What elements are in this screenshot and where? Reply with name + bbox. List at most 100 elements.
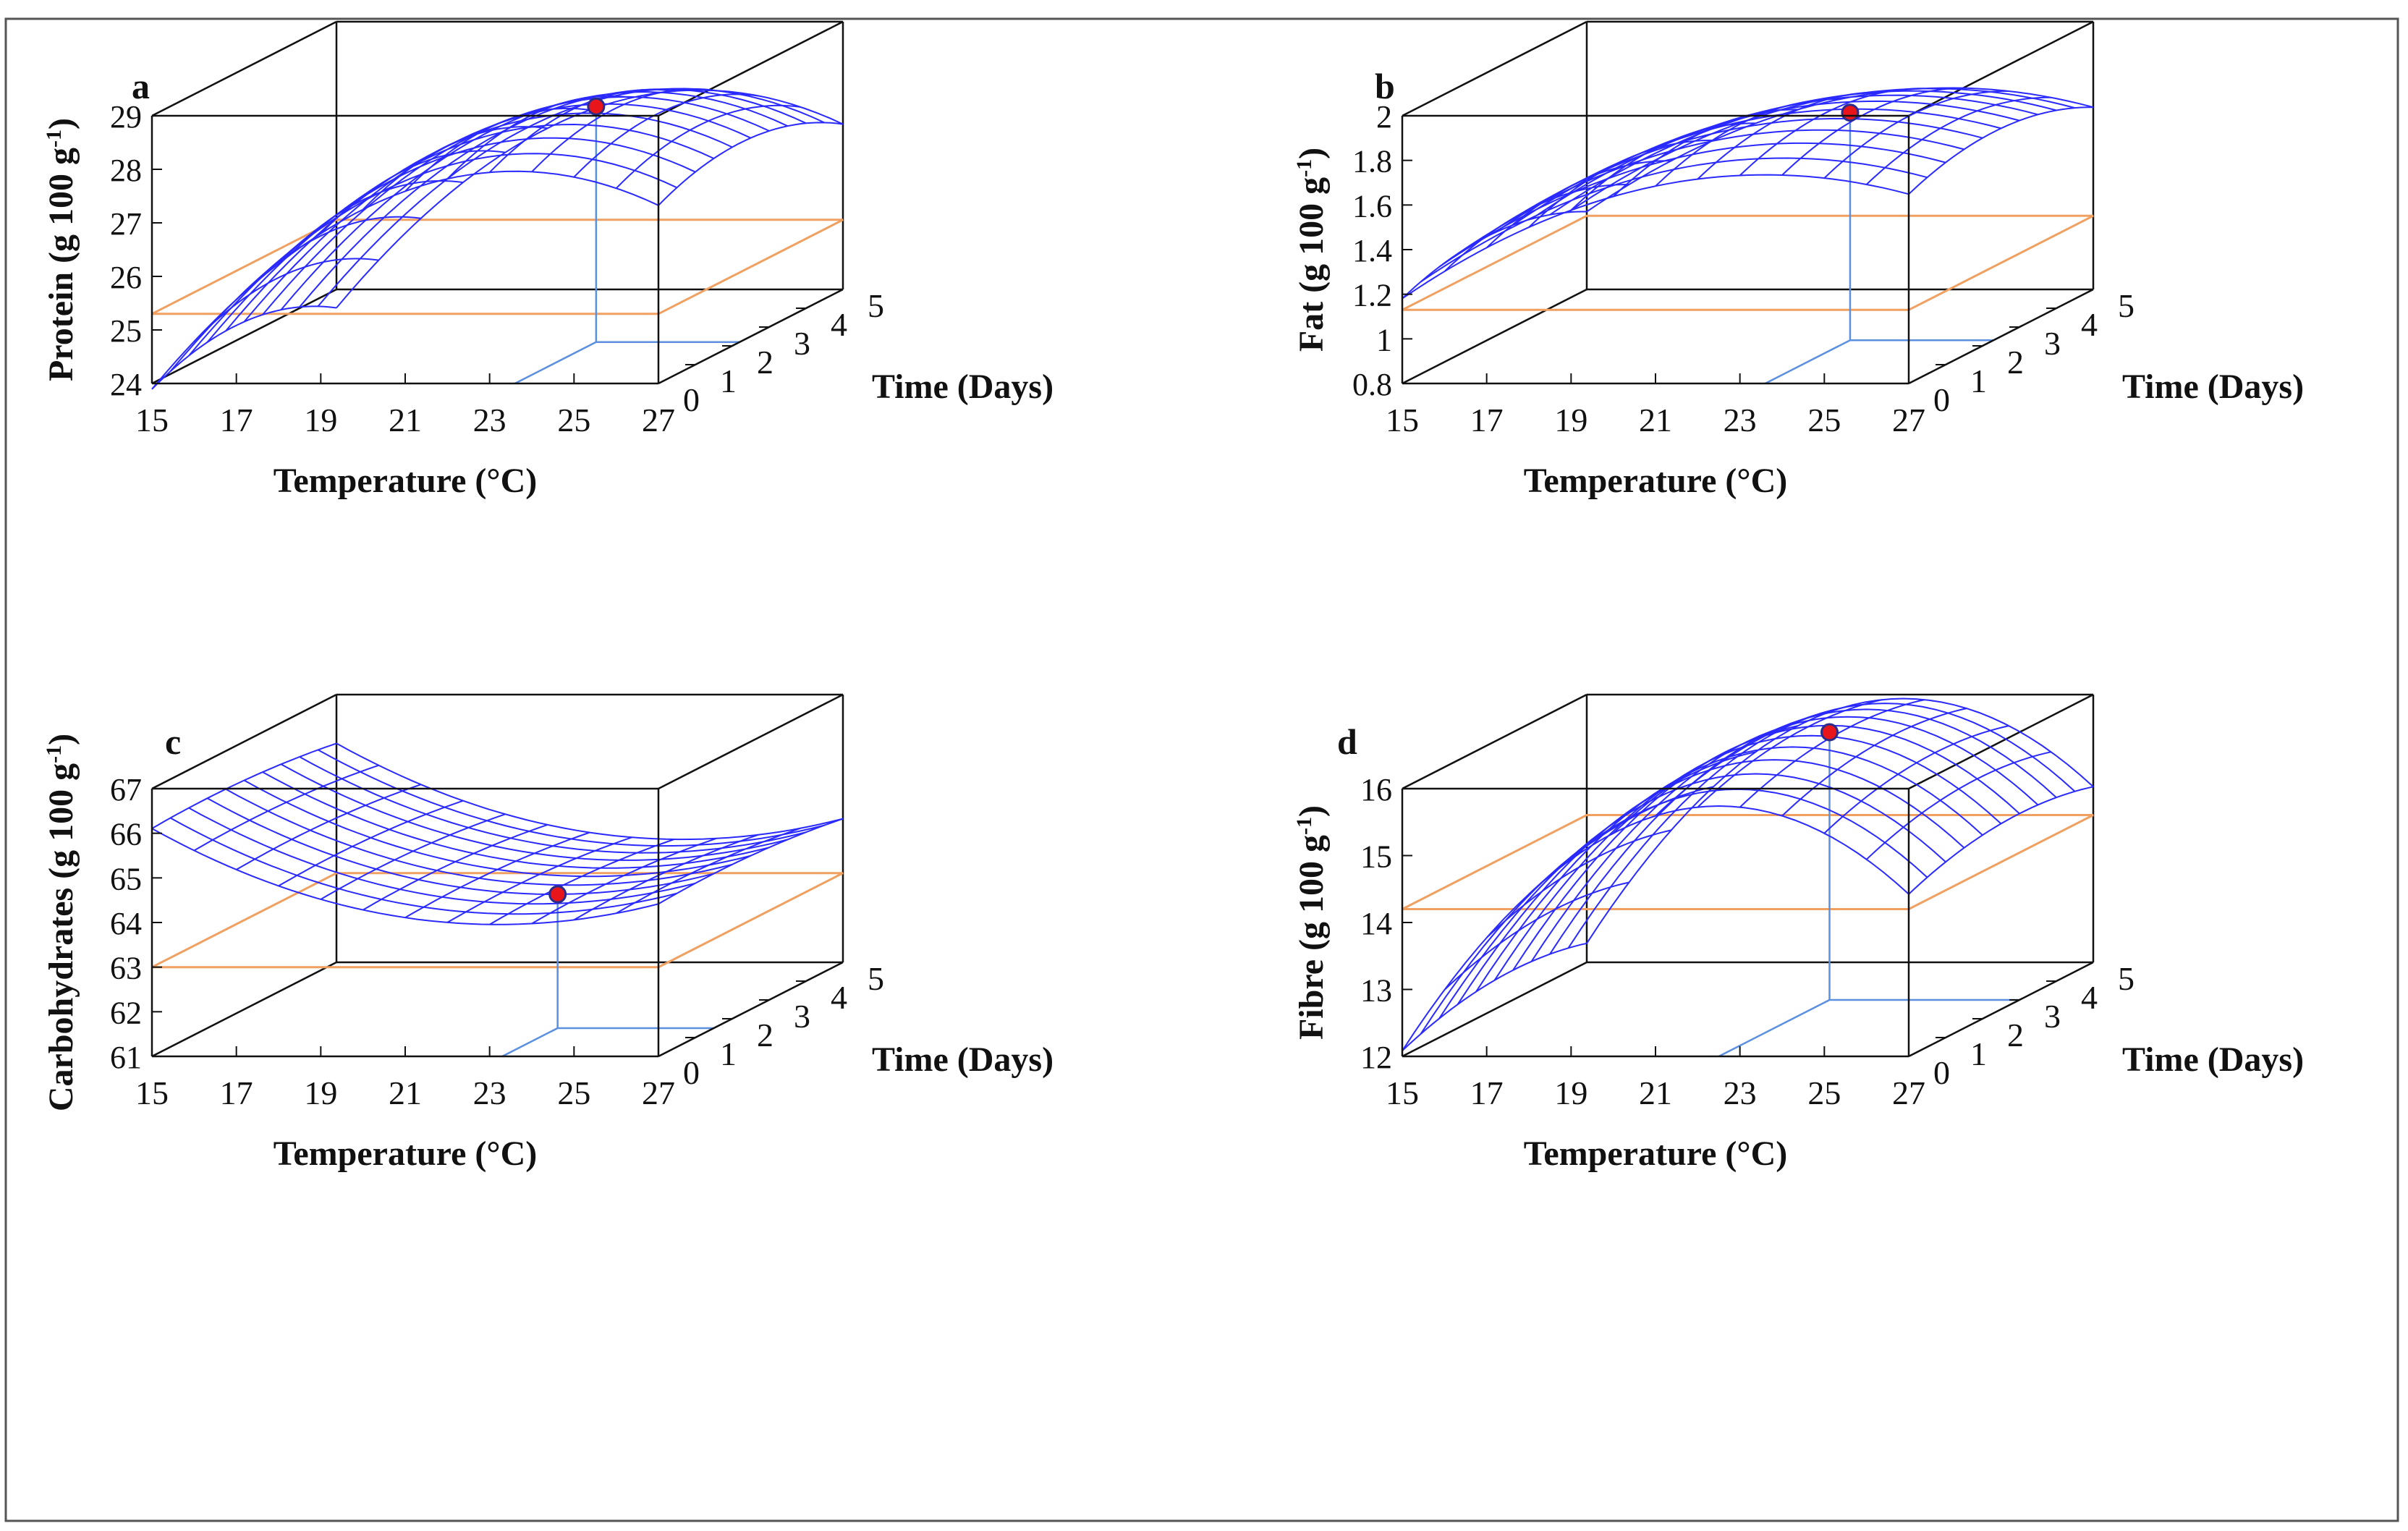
surface-mesh-line-time	[225, 112, 733, 332]
time-axis-title: Time (Days)	[2122, 368, 2304, 406]
surface-mesh-line-temperature	[446, 95, 632, 179]
optimum-drop-temperature	[1765, 339, 1851, 385]
z-tick-label: 29	[110, 99, 142, 135]
x-tick-label: 19	[1554, 402, 1587, 438]
surface-mesh-line-time	[1438, 142, 1946, 268]
t-tick-label: 1	[1970, 362, 1987, 399]
surface-mesh-line-time	[169, 153, 677, 372]
box-edge-floor-right	[658, 288, 844, 385]
box-edge-floor-left	[151, 288, 337, 385]
surface-mesh-line-time	[336, 742, 844, 841]
x-tick-label: 17	[220, 402, 253, 438]
z-tick-label: 14	[1360, 906, 1392, 941]
surface-mesh-line-temperature	[1402, 942, 1587, 1052]
x-tick-label: 21	[1639, 1074, 1672, 1111]
t-tick-label: 3	[2044, 325, 2061, 362]
surface-mesh-line-time	[1438, 773, 1946, 1019]
surface-mesh-line-time	[188, 807, 696, 905]
t-tick-label: 3	[2044, 998, 2061, 1035]
x-tick-label: 21	[389, 402, 422, 438]
x-tick-label: 23	[473, 1074, 506, 1111]
box-edge-top-right	[1908, 20, 2094, 117]
x-tick-label: 15	[135, 402, 169, 438]
reference-plane	[1402, 214, 2094, 311]
z-tick-label: 12	[1360, 1040, 1392, 1075]
x-tick-label: 15	[1386, 1074, 1419, 1111]
x-tick-label: 27	[642, 402, 675, 438]
surface-mesh-line-temperature	[1908, 106, 2093, 195]
surface-mesh-line-temperature	[1697, 699, 1883, 808]
t-tick-label: 5	[2118, 287, 2134, 324]
panel-label-d: d	[1337, 721, 1357, 762]
surface-mesh-line-temperature	[446, 836, 632, 923]
z-tick-label: 65	[110, 861, 142, 896]
t-tick-label: 1	[720, 362, 737, 399]
surface-mesh-line-time	[1530, 716, 2039, 962]
surface-mesh-line-time	[225, 788, 733, 886]
z-tick-label: 24	[110, 367, 142, 402]
surface-mesh-line-time	[1420, 788, 1928, 1035]
surface-mesh-line-temperature	[658, 122, 844, 206]
box-edge-top-right	[658, 693, 844, 790]
surface-mesh-line-temperature	[1697, 91, 1883, 180]
x-tick-label: 27	[642, 1074, 675, 1111]
z-tick-label: 1.8	[1352, 144, 1392, 179]
surface-mesh-line-time	[188, 137, 696, 357]
surface-mesh-line-temperature	[320, 813, 506, 900]
surface-mesh-line-time	[1549, 708, 2057, 955]
surface-mesh-line-temperature	[1486, 160, 1671, 249]
t-tick-label: 5	[2118, 960, 2134, 997]
x-tick-label: 19	[1554, 1074, 1587, 1111]
x-tick-label: 25	[1807, 1074, 1841, 1111]
x-tick-label: 27	[1892, 402, 1925, 438]
t-tick-label: 0	[1933, 1054, 1950, 1091]
box-edge-floor-right	[658, 961, 844, 1058]
panel-label-b: b	[1375, 66, 1395, 106]
t-tick-label: 2	[2007, 1017, 2024, 1053]
panel-a: a 15 17 19 21 23 25 27012345242526272829Temper…	[42, 20, 1054, 500]
z-axis-title: Fibre (g 100 g-1)	[1292, 805, 1331, 1040]
optimum-marker	[1820, 723, 1839, 742]
t-tick-label: 0	[1933, 381, 1950, 418]
surface-mesh-line-temperature	[236, 784, 422, 870]
x-tick-label: 23	[1724, 402, 1757, 438]
t-tick-label: 3	[794, 325, 810, 362]
x-tick-label: 25	[557, 1074, 590, 1111]
t-tick-label: 0	[683, 381, 700, 418]
surface-mesh-line-time	[1420, 157, 1928, 283]
t-tick-label: 3	[794, 998, 810, 1035]
surface-mesh-line-time	[1493, 108, 2001, 234]
surface-mesh-line-temperature	[362, 126, 548, 211]
optimum-drop-temperature	[501, 1027, 559, 1058]
surface-mesh-line-temperature	[363, 823, 548, 911]
box-edge-top-right	[1908, 693, 2094, 790]
surface-mesh-line-time	[1402, 174, 1909, 300]
box-edge-top-left	[1402, 20, 1587, 117]
optimum-drop-temperature	[514, 341, 597, 385]
surface-mesh-line-time	[299, 756, 807, 854]
t-tick-label: 5	[868, 960, 884, 997]
surface-mesh-line-temperature	[531, 88, 717, 173]
time-axis-title: Time (Days)	[872, 368, 1054, 406]
t-tick-label: 4	[831, 979, 847, 1016]
surface-mesh-line-temperature	[573, 93, 759, 178]
reference-plane	[151, 219, 844, 315]
x-tick-label: 25	[557, 402, 590, 438]
surface-mesh-line-temperature	[1443, 881, 1629, 991]
t-tick-label: 2	[757, 344, 773, 381]
surface-mesh-line-temperature	[1781, 87, 1967, 176]
z-tick-label: 25	[110, 313, 142, 349]
surface-mesh-line-temperature	[1655, 98, 1840, 187]
z-tick-label: 62	[110, 995, 142, 1030]
surface-mesh-line-time	[151, 170, 659, 390]
surface-mesh-line-temperature	[1866, 751, 2051, 860]
z-axis-title: Fat (g 100 g-1)	[1292, 148, 1331, 352]
x-tick-label: 17	[220, 1074, 253, 1111]
t-tick-label: 4	[831, 306, 847, 343]
surface-mesh-line-temperature	[193, 258, 379, 342]
surface-mesh-line-time	[1457, 129, 1964, 255]
z-tick-label: 13	[1360, 973, 1392, 1009]
surface-mesh-line-time	[1586, 697, 2094, 944]
panel-c: c 15 17 19 21 23 25 2701234561626364656667Temp…	[42, 693, 1054, 1173]
